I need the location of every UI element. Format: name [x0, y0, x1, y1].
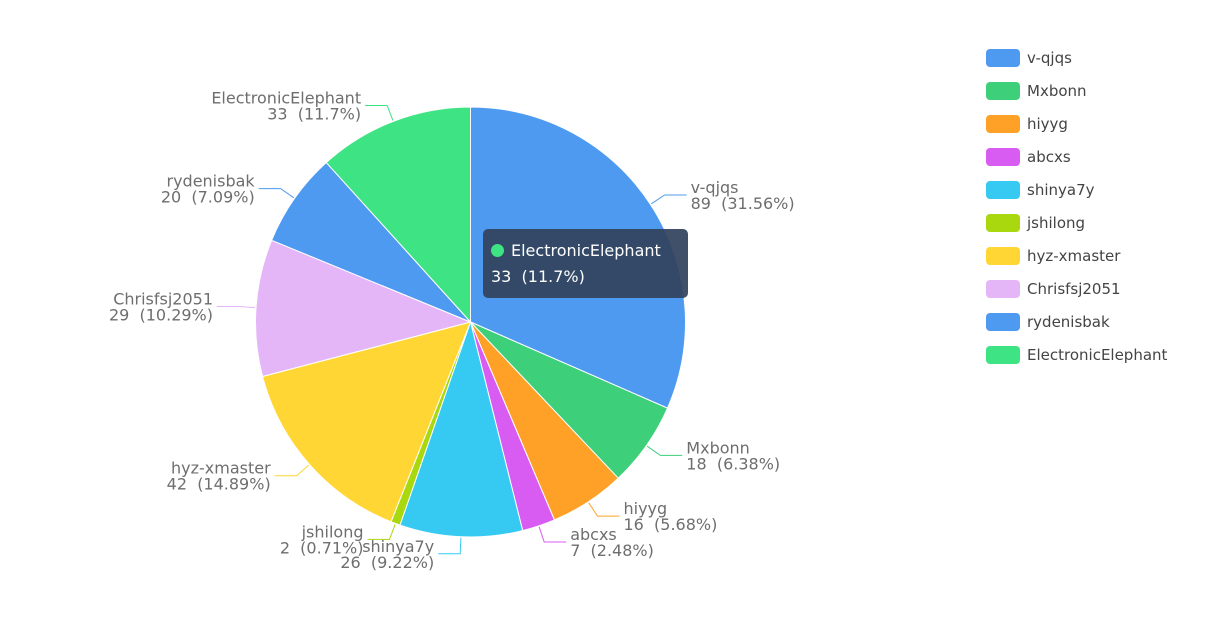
- slice-value-label-shinya7y: 26 (9.22%): [340, 553, 434, 572]
- legend-item-chrisfsj2051[interactable]: Chrisfsj2051: [986, 273, 1201, 306]
- legend-label: shinya7y: [1027, 180, 1095, 199]
- slice-name-label-shinya7y: shinya7y: [362, 537, 434, 556]
- leader-line-shinya7y: [438, 537, 462, 555]
- legend-item-shinya7y[interactable]: shinya7y: [986, 173, 1201, 206]
- legend-swatch: [986, 313, 1020, 332]
- slice-value-label-chrisfsj2051: 29 (10.29%): [109, 306, 213, 325]
- pie-slice-electronicelephant[interactable]: [325, 106, 471, 324]
- legend-swatch: [986, 48, 1020, 67]
- pie-slices: [255, 106, 686, 538]
- slice-value-label-v-qjqs: 89 (31.56%): [691, 194, 795, 213]
- legend-swatch: [986, 247, 1020, 266]
- slice-name-label-hyz-xmaster: hyz-xmaster: [171, 459, 271, 478]
- legend-item-abcxs[interactable]: abcxs: [986, 140, 1201, 173]
- legend-item-hyz-xmaster[interactable]: hyz-xmaster: [986, 240, 1201, 273]
- legend-item-hiyyg[interactable]: hiyyg: [986, 107, 1201, 140]
- slice-name-label-jshilong: jshilong: [301, 522, 364, 541]
- leader-line-mxbonn: [646, 445, 683, 456]
- legend-item-mxbonn[interactable]: Mxbonn: [986, 74, 1201, 107]
- legend-swatch: [986, 214, 1020, 233]
- chart-tooltip: ElectronicElephant 33 (11.7%): [483, 229, 688, 298]
- tooltip-value: 33 (11.7%): [491, 267, 585, 286]
- leader-line-v-qjqs: [651, 194, 687, 205]
- legend-item-jshilong[interactable]: jshilong: [986, 206, 1201, 239]
- leader-line-rydenisbak: [258, 188, 295, 199]
- legend-label: jshilong: [1027, 214, 1086, 233]
- slice-name-label-hiyyg: hiyyg: [624, 499, 668, 518]
- tooltip-series-name: ElectronicElephant: [511, 240, 661, 260]
- slice-value-label-hyz-xmaster: 42 (14.89%): [167, 475, 271, 494]
- slice-name-label-v-qjqs: v-qjqs: [691, 178, 739, 197]
- legend-label: Chrisfsj2051: [1027, 280, 1121, 299]
- slice-value-label-rydenisbak: 20 (7.09%): [161, 188, 255, 207]
- slice-name-label-mxbonn: Mxbonn: [686, 438, 750, 457]
- pie-slice-chrisfsj2051[interactable]: [255, 239, 473, 378]
- legend-swatch: [986, 346, 1020, 365]
- legend-label: hyz-xmaster: [1027, 247, 1121, 266]
- slice-value-label-abcxs: 7 (2.48%): [570, 541, 654, 560]
- legend-label: hiyyg: [1027, 114, 1068, 133]
- leader-line-electronicelephant: [365, 105, 394, 121]
- pie-slice-shinya7y[interactable]: [399, 320, 524, 538]
- leader-line-abcxs: [538, 526, 567, 543]
- legend-swatch: [986, 114, 1020, 133]
- legend-swatch: [986, 81, 1020, 100]
- leader-lines: [217, 105, 687, 555]
- tooltip-color-dot: [491, 243, 504, 257]
- leader-line-hyz-xmaster: [274, 464, 310, 477]
- legend-item-v-qjqs[interactable]: v-qjqs: [986, 41, 1201, 74]
- legend-label: v-qjqs: [1027, 48, 1072, 67]
- legend-item-electronicelephant[interactable]: ElectronicElephant: [986, 339, 1201, 372]
- slice-value-label-electronicelephant: 33 (11.7%): [267, 105, 361, 124]
- legend-swatch: [986, 147, 1020, 166]
- leader-line-jshilong: [367, 524, 396, 540]
- slice-name-label-rydenisbak: rydenisbak: [166, 172, 255, 191]
- leader-line-chrisfsj2051: [217, 306, 256, 309]
- slice-value-label-hiyyg: 16 (5.68%): [624, 515, 718, 534]
- legend-swatch: [986, 280, 1020, 299]
- chart-legend: v-qjqs Mxbonn hiyyg abcxs shinya7y jshilong hy…: [986, 41, 1201, 372]
- legend-label: ElectronicElephant: [1027, 346, 1168, 365]
- slice-value-label-mxbonn: 18 (6.38%): [686, 454, 780, 473]
- slice-name-label-electronicelephant: ElectronicElephant: [211, 89, 361, 108]
- legend-label: Mxbonn: [1027, 81, 1087, 100]
- leader-line-hiyyg: [588, 502, 620, 517]
- slice-name-label-abcxs: abcxs: [570, 525, 617, 544]
- legend-item-rydenisbak[interactable]: rydenisbak: [986, 306, 1201, 339]
- legend-swatch: [986, 180, 1020, 199]
- pie-slice-hyz-xmaster[interactable]: [261, 321, 472, 523]
- slice-name-label-chrisfsj2051: Chrisfsj2051: [113, 290, 213, 309]
- legend-label: abcxs: [1027, 147, 1071, 166]
- slice-value-label-jshilong: 2 (0.71%): [280, 538, 364, 557]
- legend-label: rydenisbak: [1027, 313, 1110, 332]
